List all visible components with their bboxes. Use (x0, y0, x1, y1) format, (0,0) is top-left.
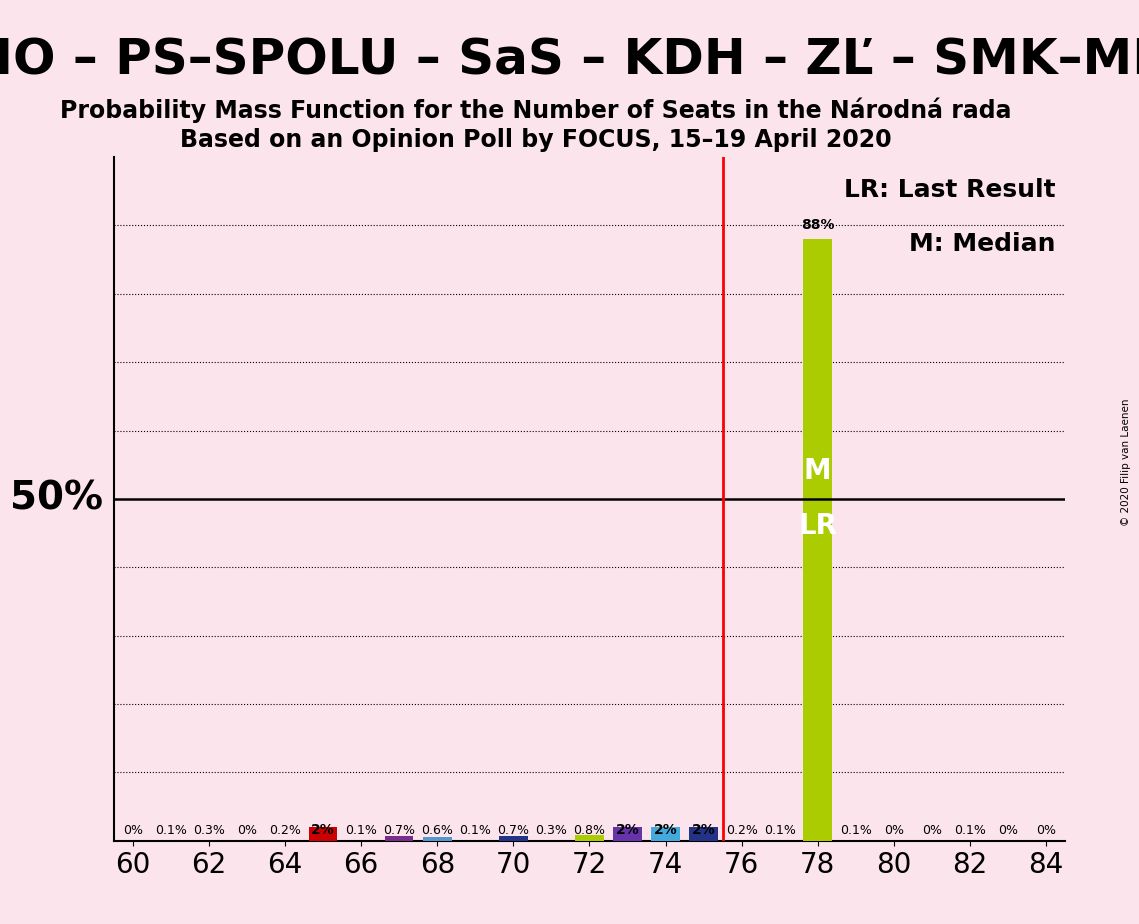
Bar (652, 827, 680, 841)
Text: 0.1%: 0.1% (459, 824, 491, 837)
Text: 0.2%: 0.2% (269, 824, 301, 837)
Text: 0.7%: 0.7% (383, 824, 416, 837)
Text: M: M (804, 457, 831, 485)
Text: 0%: 0% (884, 824, 903, 837)
Text: © 2020 Filip van Laenen: © 2020 Filip van Laenen (1121, 398, 1131, 526)
Text: 2%: 2% (615, 823, 639, 837)
Text: 0%: 0% (921, 824, 942, 837)
Text: 2%: 2% (654, 823, 678, 837)
Text: 0.8%: 0.8% (573, 824, 606, 837)
Text: 0.2%: 0.2% (726, 824, 757, 837)
Text: Probability Mass Function for the Number of Seats in the Národná rada: Probability Mass Function for the Number… (59, 97, 1011, 123)
Text: 0.1%: 0.1% (345, 824, 377, 837)
Text: 0.1%: 0.1% (764, 824, 795, 837)
Text: 0.7%: 0.7% (498, 824, 530, 837)
Text: LR: LR (798, 512, 837, 540)
Text: 0%: 0% (1036, 824, 1056, 837)
Text: Based on an Opinion Poll by FOCUS, 15–19 April 2020: Based on an Opinion Poll by FOCUS, 15–19… (180, 128, 891, 152)
Text: 0.6%: 0.6% (421, 824, 453, 837)
Bar (803, 239, 831, 841)
Text: 0.1%: 0.1% (155, 824, 187, 837)
Text: 2%: 2% (691, 823, 715, 837)
Bar (423, 837, 451, 841)
Text: 0%: 0% (123, 824, 142, 837)
Text: LR: Last Result: LR: Last Result (844, 177, 1056, 201)
Bar (575, 835, 604, 841)
Text: 0.1%: 0.1% (954, 824, 985, 837)
Text: 2%: 2% (311, 823, 335, 837)
Bar (309, 827, 337, 841)
Text: 50%: 50% (9, 480, 103, 518)
Bar (385, 836, 413, 841)
Text: 0.1%: 0.1% (839, 824, 871, 837)
Text: OĽaNO – PS–SPOLU – SaS – KDH – ZĽ – SMK–MKP: OĽaNO – PS–SPOLU – SaS – KDH – ZĽ – SMK–… (0, 37, 1139, 85)
Text: 88%: 88% (801, 218, 835, 232)
Bar (613, 827, 641, 841)
Text: 0.3%: 0.3% (535, 824, 567, 837)
Text: 0%: 0% (998, 824, 1018, 837)
Text: 0%: 0% (237, 824, 257, 837)
Text: 0.3%: 0.3% (194, 824, 224, 837)
Text: M: Median: M: Median (909, 232, 1056, 256)
Bar (689, 827, 718, 841)
Bar (499, 836, 527, 841)
